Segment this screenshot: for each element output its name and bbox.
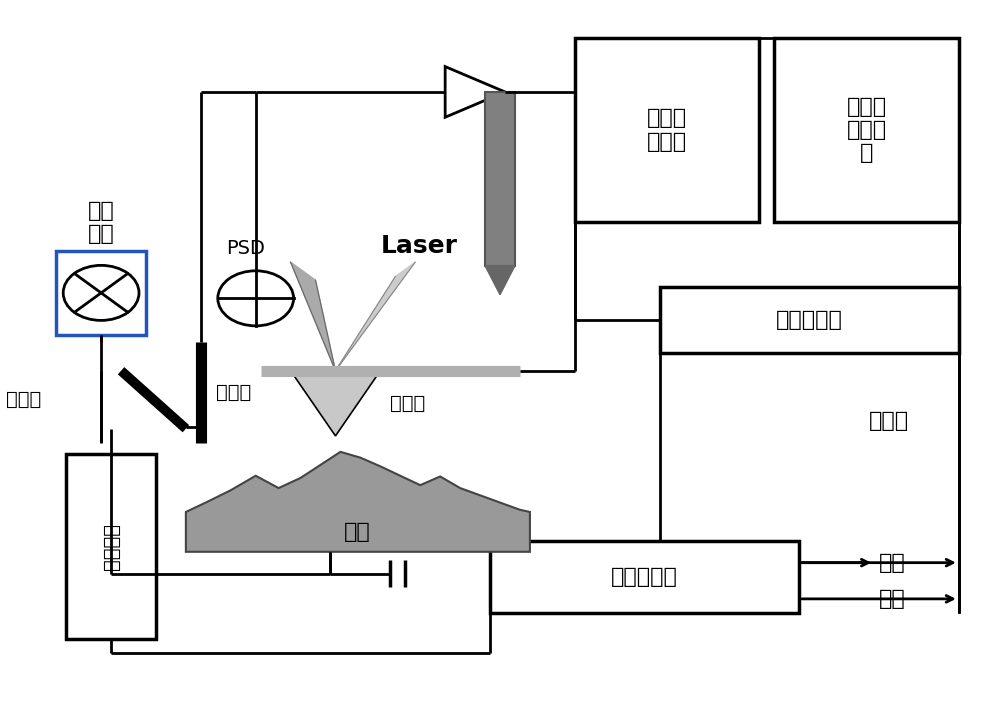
Text: 平面镜: 平面镜	[6, 390, 42, 409]
Polygon shape	[291, 371, 380, 436]
Polygon shape	[335, 262, 415, 371]
Bar	[485, 92, 515, 266]
Polygon shape	[291, 262, 335, 371]
Text: 光电压: 光电压	[869, 411, 909, 431]
Text: 金探针: 金探针	[390, 394, 426, 413]
Text: 斩波频率: 斩波频率	[102, 523, 121, 570]
Text: 信号发生器: 信号发生器	[776, 310, 843, 330]
Text: Laser: Laser	[380, 235, 457, 259]
Bar	[56, 252, 146, 334]
Polygon shape	[186, 452, 530, 552]
Bar	[66, 454, 156, 639]
Polygon shape	[485, 266, 515, 294]
Text: PSD: PSD	[226, 238, 265, 258]
Bar	[490, 541, 799, 614]
Text: 斩波器: 斩波器	[216, 383, 251, 402]
Text: 入射
激光: 入射 激光	[88, 201, 114, 244]
Text: 原子力
成像系
统: 原子力 成像系 统	[846, 97, 887, 163]
Text: 相位: 相位	[879, 553, 906, 573]
Text: 样品: 样品	[344, 521, 371, 542]
Text: 原子力
控制器: 原子力 控制器	[647, 108, 687, 151]
Bar	[575, 38, 759, 222]
Text: 幅值: 幅值	[879, 589, 906, 609]
Text: 锁相放大器: 锁相放大器	[611, 567, 678, 587]
Bar	[774, 38, 959, 222]
Bar	[660, 287, 959, 353]
